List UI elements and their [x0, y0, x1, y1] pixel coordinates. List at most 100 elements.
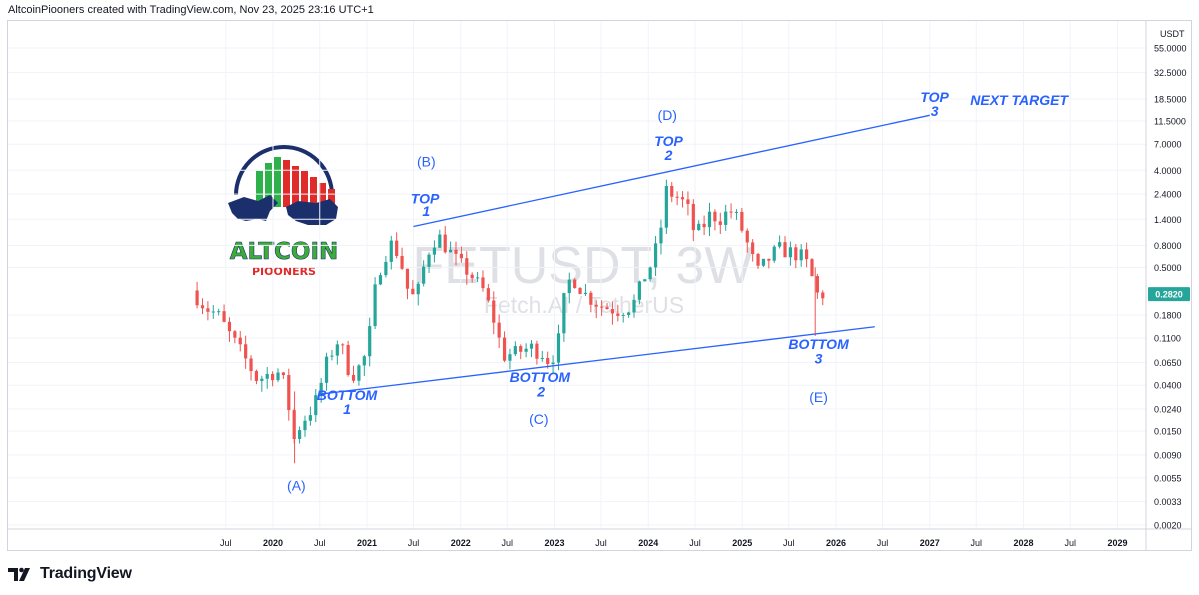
- candle-down: [610, 301, 615, 325]
- candle-body: [416, 283, 420, 295]
- candle-down: [821, 290, 825, 306]
- candle-body: [238, 337, 242, 345]
- candle-body: [594, 304, 598, 307]
- candle-up: [319, 377, 323, 403]
- time-tick-label: 2021: [357, 538, 377, 548]
- candle-body: [297, 430, 302, 440]
- candle-body: [400, 256, 404, 269]
- candle-body: [702, 223, 706, 228]
- candle-up: [297, 426, 302, 444]
- candle-body: [724, 211, 728, 225]
- candle-up: [416, 281, 420, 306]
- candle-down: [411, 280, 415, 295]
- time-tick-label: 2029: [1107, 538, 1127, 548]
- candle-up: [211, 304, 215, 319]
- time-tick-label: 2022: [451, 538, 471, 548]
- wave-annotation: (E): [809, 389, 828, 405]
- candle-body: [562, 293, 566, 334]
- trendline-lower: [319, 326, 875, 395]
- candle-down: [794, 244, 798, 269]
- candle-up: [697, 220, 701, 231]
- candle-body: [459, 253, 463, 259]
- candle-down: [783, 236, 787, 258]
- candle-body: [632, 299, 636, 313]
- time-tick-label: Jul: [314, 538, 326, 548]
- chart-frame[interactable]: FETUSDT, 3W Fetch.AI / TetherUS ALTCOIN …: [7, 20, 1192, 551]
- candle-body: [513, 346, 517, 355]
- wave-annotation: (A): [287, 477, 306, 493]
- time-tick-label: 2026: [826, 538, 846, 548]
- candle-up: [513, 341, 517, 357]
- candle-body: [357, 365, 361, 381]
- candle-body: [664, 185, 668, 228]
- time-tick-label: 2023: [544, 538, 564, 548]
- trendlines: [319, 114, 930, 395]
- time-tick-label: Jul: [970, 538, 982, 548]
- candle-down: [616, 304, 620, 322]
- candle-body: [610, 309, 615, 314]
- candle-body: [519, 346, 523, 352]
- altcoin-pioneers-logo: ALTCOIN PIOONERS: [228, 145, 339, 278]
- price-tick-label: 1.4000: [1154, 215, 1182, 225]
- candle-body: [281, 372, 286, 376]
- price-tick-label: 0.5000: [1154, 263, 1182, 273]
- candle-body: [794, 247, 798, 261]
- candle-down: [675, 191, 679, 206]
- candle-down: [222, 304, 226, 323]
- time-axis: Jul 2020 Jul 2021 Jul 2022 Jul 2023 Jul 2024 Jul 20…: [220, 538, 1128, 548]
- candle-up: [314, 389, 318, 423]
- candle-up: [432, 240, 437, 263]
- candle-down: [400, 247, 404, 270]
- candle-body: [271, 373, 275, 381]
- candle-body: [621, 314, 625, 316]
- candle-up: [621, 312, 625, 323]
- candle-up: [583, 283, 588, 297]
- candle-body: [686, 199, 690, 204]
- tradingview-wordmark: TradingView: [40, 565, 132, 582]
- candle-down: [195, 281, 199, 309]
- wave-annotation: TOP: [920, 89, 949, 105]
- candle-body: [324, 356, 329, 383]
- candle-body: [481, 277, 485, 289]
- candle-body: [217, 311, 221, 313]
- candle-body: [637, 281, 641, 300]
- candle-down: [443, 225, 447, 254]
- candle-body: [373, 284, 377, 327]
- candle-body: [395, 240, 399, 257]
- wave-annotation: 2: [664, 147, 673, 163]
- candle-down: [351, 365, 356, 384]
- time-tick-label: Jul: [689, 538, 701, 548]
- candle-body: [486, 288, 490, 301]
- candle-body: [546, 357, 550, 365]
- candle-body: [508, 354, 512, 361]
- candle-body: [567, 279, 571, 294]
- wave-annotation: 1: [343, 401, 351, 417]
- candle-down: [481, 270, 485, 292]
- candle-body: [524, 348, 528, 352]
- candle-down: [810, 258, 814, 277]
- candle-body: [200, 305, 205, 309]
- candle-body: [249, 358, 253, 372]
- candle-down: [718, 212, 722, 234]
- candle-down: [395, 232, 399, 259]
- candle-down: [670, 181, 674, 203]
- wave-annotation: 3: [815, 350, 823, 366]
- candle-body: [573, 279, 577, 288]
- candle-body: [287, 375, 291, 411]
- wave-annotation: TOP: [411, 190, 440, 206]
- candle-body: [384, 261, 388, 276]
- time-tick-label: Jul: [877, 538, 889, 548]
- candle-body: [648, 267, 652, 280]
- candle-up: [422, 260, 426, 287]
- candle-body: [211, 311, 215, 313]
- candle-down: [573, 278, 577, 289]
- price-tick-label: 7.0000: [1154, 140, 1182, 150]
- candle-up: [540, 351, 544, 362]
- axes: USDT: [8, 21, 1191, 550]
- candle-up: [562, 292, 566, 342]
- candlestick-chart[interactable]: FETUSDT, 3W Fetch.AI / TetherUS ALTCOIN …: [8, 21, 1192, 551]
- candle-body: [815, 276, 819, 293]
- candle-up: [475, 271, 480, 283]
- footer: TradingView: [8, 562, 132, 586]
- candle-up: [427, 252, 431, 273]
